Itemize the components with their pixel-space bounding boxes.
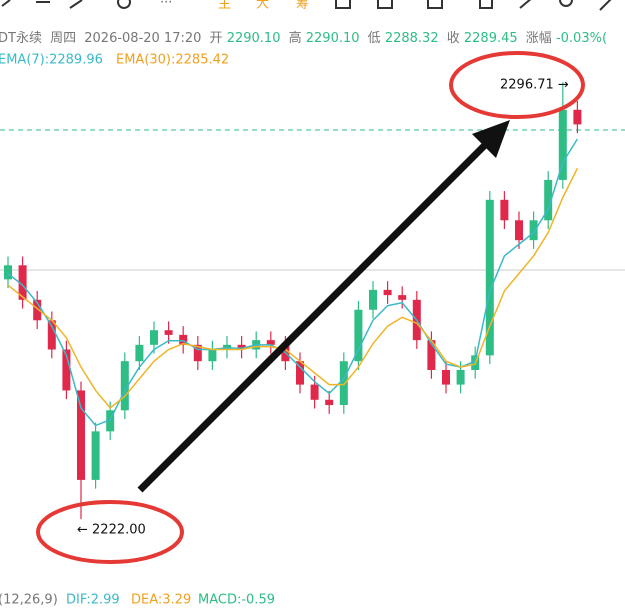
candle-body: [77, 390, 85, 480]
value: -0.03%(: [556, 31, 607, 46]
candle-body: [442, 369, 450, 385]
ema-line: [7, 138, 579, 427]
candle-body: [485, 199, 494, 356]
candle-body: [573, 109, 582, 125]
candle-body: [150, 330, 158, 345]
macd-dif: DIF:2.99: [66, 593, 120, 608]
legend-entry: EMA(30):2285.42: [116, 53, 229, 68]
candle-body: [325, 399, 334, 406]
candle-body: [339, 361, 348, 406]
candle-body: [500, 199, 509, 221]
candle-body: [515, 220, 523, 241]
label: 开: [210, 31, 223, 46]
macd-params: (12,26,9): [0, 593, 58, 608]
label: 收: [447, 31, 460, 46]
candle-body: [4, 265, 12, 280]
value: 2289.45: [464, 31, 518, 46]
candle-body: [369, 289, 377, 310]
macd-value: MACD:-0.59: [198, 593, 275, 608]
candle-body: [354, 309, 363, 362]
candle-body: [544, 179, 553, 221]
candle-body: [266, 340, 275, 345]
arrow: [137, 139, 491, 493]
candle-body: [427, 340, 436, 370]
candle-body: [456, 369, 465, 385]
candle-body: [135, 344, 144, 362]
candle-body: [62, 349, 71, 391]
weekday: 周四: [50, 31, 76, 46]
macd-dea: DEA:3.29: [131, 593, 191, 608]
candle-body: [106, 410, 115, 432]
candle-body: [33, 299, 42, 321]
toolbar-icons: [1, 0, 612, 11]
ema-line: [7, 167, 579, 410]
candle-body: [310, 384, 319, 400]
arrow-head: [472, 120, 510, 158]
label: 低: [368, 31, 381, 46]
candle-body: [529, 220, 538, 241]
highlight-ellipse: [449, 51, 585, 119]
candle-body: [398, 295, 407, 300]
value: 2290.10: [306, 31, 360, 46]
label: 高: [289, 30, 302, 46]
candle-body: [558, 109, 567, 180]
toolbar-item[interactable]: 筹: [296, 0, 309, 12]
datetime: 2026-08-20 17:20: [84, 31, 201, 46]
candle-body: [47, 320, 56, 350]
annotation: 2296.71 →: [500, 78, 569, 93]
header: DT永续 周四 2026-08-20 17:20 开 2290.10 高 229…: [0, 30, 607, 46]
candle-body: [237, 344, 246, 350]
annotation: ← 2222.00: [77, 523, 146, 538]
candle-body: [18, 265, 27, 300]
candle-body: [164, 330, 173, 335]
toolbar-item[interactable]: 主: [218, 0, 231, 12]
value: 2290.10: [227, 31, 281, 46]
candle-body: [120, 361, 129, 411]
candle-body: [179, 334, 188, 345]
candle-body: [193, 344, 202, 362]
plot: [4, 82, 582, 520]
candle-body: [208, 349, 217, 362]
symbol: DT永续: [0, 31, 42, 46]
candle-body: [383, 289, 392, 296]
candle-body: [91, 431, 100, 480]
candle-body: [296, 361, 304, 385]
more-icon[interactable]: ···: [160, 0, 172, 11]
toolbar-item[interactable]: 大: [256, 0, 269, 12]
highlight-ellipse: [36, 500, 184, 564]
legend-entry: EMA(7):2289.96: [0, 53, 103, 68]
value: 2288.32: [385, 31, 439, 46]
label: 涨幅: [526, 31, 552, 46]
